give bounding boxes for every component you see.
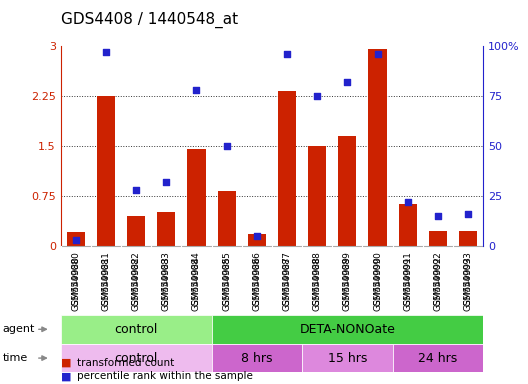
Text: GSM549089: GSM549089 [343, 251, 352, 306]
Text: GSM549093: GSM549093 [464, 251, 473, 306]
Point [313, 93, 322, 99]
Bar [393, 344, 483, 372]
Point [132, 187, 140, 193]
Text: GSM549091: GSM549091 [403, 251, 412, 306]
Text: GDS4408 / 1440548_at: GDS4408 / 1440548_at [61, 12, 238, 28]
Text: percentile rank within the sample: percentile rank within the sample [77, 371, 252, 381]
Text: GSM549084: GSM549084 [192, 251, 201, 306]
Bar [399, 205, 417, 246]
Text: GSM549093: GSM549093 [464, 256, 473, 311]
Text: GSM549084: GSM549084 [192, 256, 201, 311]
Text: agent: agent [3, 324, 35, 334]
Text: ■: ■ [61, 371, 71, 381]
Bar [97, 96, 115, 246]
Point [433, 213, 442, 219]
Text: control: control [115, 323, 158, 336]
Text: DETA-NONOate: DETA-NONOate [299, 323, 395, 336]
Bar [459, 231, 477, 246]
Text: transformed count: transformed count [77, 358, 174, 368]
Bar [61, 315, 212, 344]
Point [252, 233, 261, 239]
Text: GSM549092: GSM549092 [433, 251, 442, 306]
Text: GSM549083: GSM549083 [162, 256, 171, 311]
Text: GSM549082: GSM549082 [131, 256, 140, 311]
Bar [67, 232, 85, 246]
Text: 24 hrs: 24 hrs [418, 352, 457, 364]
Text: GSM549085: GSM549085 [222, 251, 231, 306]
Bar [212, 344, 302, 372]
Bar [218, 191, 235, 246]
Text: control: control [115, 352, 158, 364]
Text: GSM549087: GSM549087 [282, 251, 291, 306]
Text: GSM549081: GSM549081 [101, 251, 110, 306]
Text: GSM549090: GSM549090 [373, 256, 382, 311]
Point [403, 199, 412, 205]
Text: GSM549091: GSM549091 [403, 256, 412, 311]
Point [72, 237, 80, 243]
Text: GSM549092: GSM549092 [433, 256, 442, 311]
Bar [212, 315, 483, 344]
Bar [157, 212, 175, 246]
Text: GSM549086: GSM549086 [252, 251, 261, 306]
Text: ■: ■ [61, 358, 71, 368]
Text: GSM549088: GSM549088 [313, 251, 322, 306]
Text: GSM549085: GSM549085 [222, 256, 231, 311]
Text: GSM549086: GSM549086 [252, 256, 261, 311]
Text: GSM549089: GSM549089 [343, 256, 352, 311]
Bar [278, 91, 296, 246]
Point [162, 179, 171, 185]
Text: GSM549082: GSM549082 [131, 251, 140, 306]
Text: time: time [3, 353, 28, 363]
Bar [338, 136, 356, 246]
Point [373, 51, 382, 57]
Bar [127, 216, 145, 246]
Point [464, 211, 472, 217]
Point [192, 87, 201, 93]
Bar [429, 231, 447, 246]
Point [343, 79, 352, 85]
Text: GSM549080: GSM549080 [71, 251, 80, 306]
Bar [187, 149, 205, 246]
Text: GSM549087: GSM549087 [282, 256, 291, 311]
Text: GSM549080: GSM549080 [71, 256, 80, 311]
Bar [248, 234, 266, 246]
Text: 15 hrs: 15 hrs [328, 352, 367, 364]
Point [283, 51, 291, 57]
Point [222, 143, 231, 149]
Bar [61, 344, 212, 372]
Bar [308, 146, 326, 246]
Bar [302, 344, 393, 372]
Point [102, 49, 110, 55]
Text: 8 hrs: 8 hrs [241, 352, 272, 364]
Text: GSM549088: GSM549088 [313, 256, 322, 311]
Bar [369, 50, 386, 246]
Text: GSM549090: GSM549090 [373, 251, 382, 306]
Text: GSM549081: GSM549081 [101, 256, 110, 311]
Text: GSM549083: GSM549083 [162, 251, 171, 306]
